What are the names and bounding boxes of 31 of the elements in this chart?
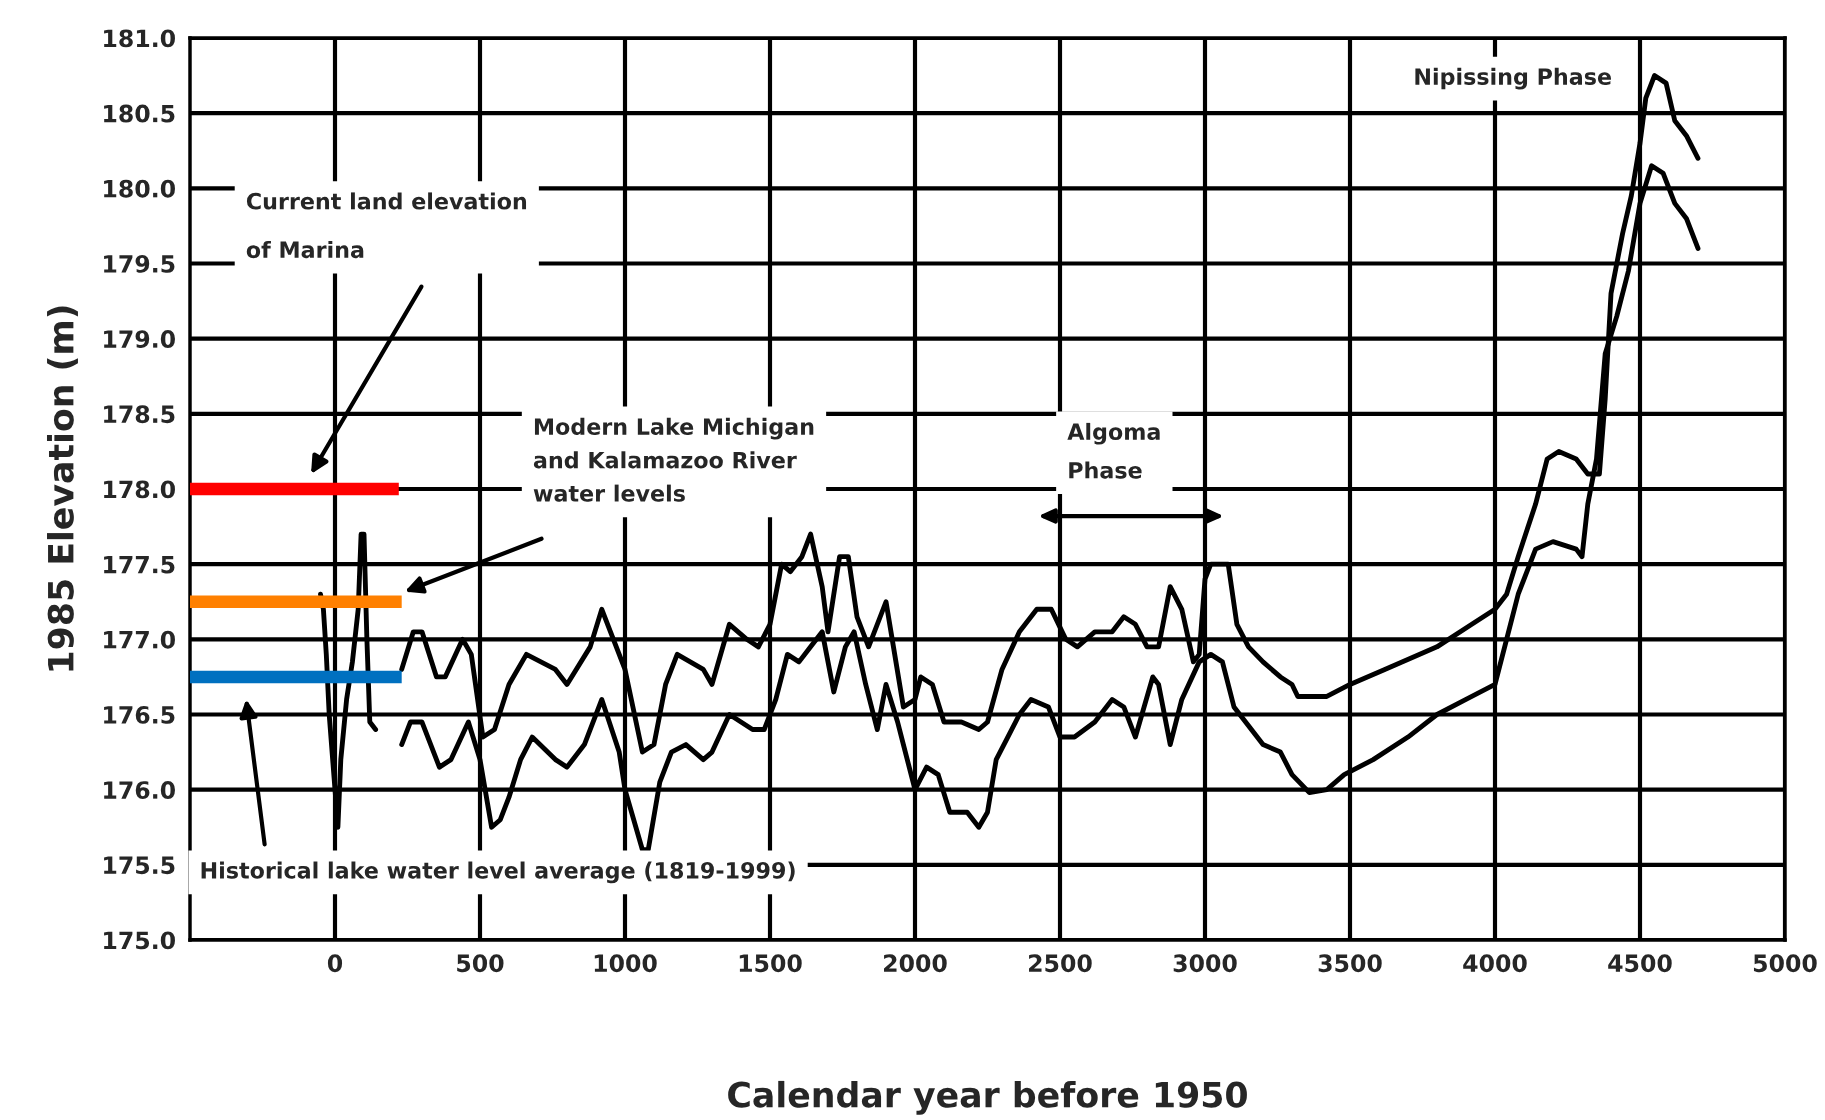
y-tick-label: 176.5 <box>104 705 175 724</box>
x-tick-label: 1500 <box>739 954 802 973</box>
x-tick-label: 2500 <box>1029 954 1092 973</box>
y-tick-label: 180.5 <box>104 104 175 123</box>
annotation: Algoma Phase <box>1067 422 1160 479</box>
y-tick-label: 175.0 <box>104 931 175 950</box>
annotation: Modern Lake Michigan and Kalamazoo River water levels <box>533 417 814 502</box>
x-tick-label: 500 <box>457 954 504 973</box>
x-tick-label: 2000 <box>884 954 947 973</box>
y-tick-label: 177.5 <box>104 555 175 574</box>
x-tick-label: 1000 <box>594 954 657 973</box>
y-tick-label: 176.0 <box>104 781 175 799</box>
y-tick-label: 178.0 <box>104 480 175 499</box>
annotation: Nipissing Phase <box>1415 67 1611 90</box>
x-tick-label: 4000 <box>1463 954 1527 973</box>
y-tick-label: 175.5 <box>104 856 175 875</box>
x-tick-label: 3500 <box>1318 954 1382 973</box>
annotation: Historical lake water level average (1819-1999) <box>201 861 795 884</box>
y-tick-label: 179.5 <box>104 254 175 273</box>
y-tick-label: 178.5 <box>104 405 175 424</box>
x-tick-label: 5000 <box>1753 954 1817 973</box>
text: Current land elevation of Marina <box>246 192 527 259</box>
y-tick-label: 181.0 <box>104 29 175 48</box>
y-axis-title: 1985 Elevation (m) <box>46 306 78 671</box>
x-tick-label: 3000 <box>1173 954 1237 973</box>
y-tick-label: 177.0 <box>104 630 175 649</box>
x-tick-label: 0 <box>327 954 343 973</box>
y-tick-label: 180.0 <box>104 179 175 198</box>
x-tick-label: 4500 <box>1608 954 1672 973</box>
x-axis-title: Calendar year before 1950 <box>728 1080 1247 1115</box>
y-tick-label: 179.0 <box>104 330 175 348</box>
